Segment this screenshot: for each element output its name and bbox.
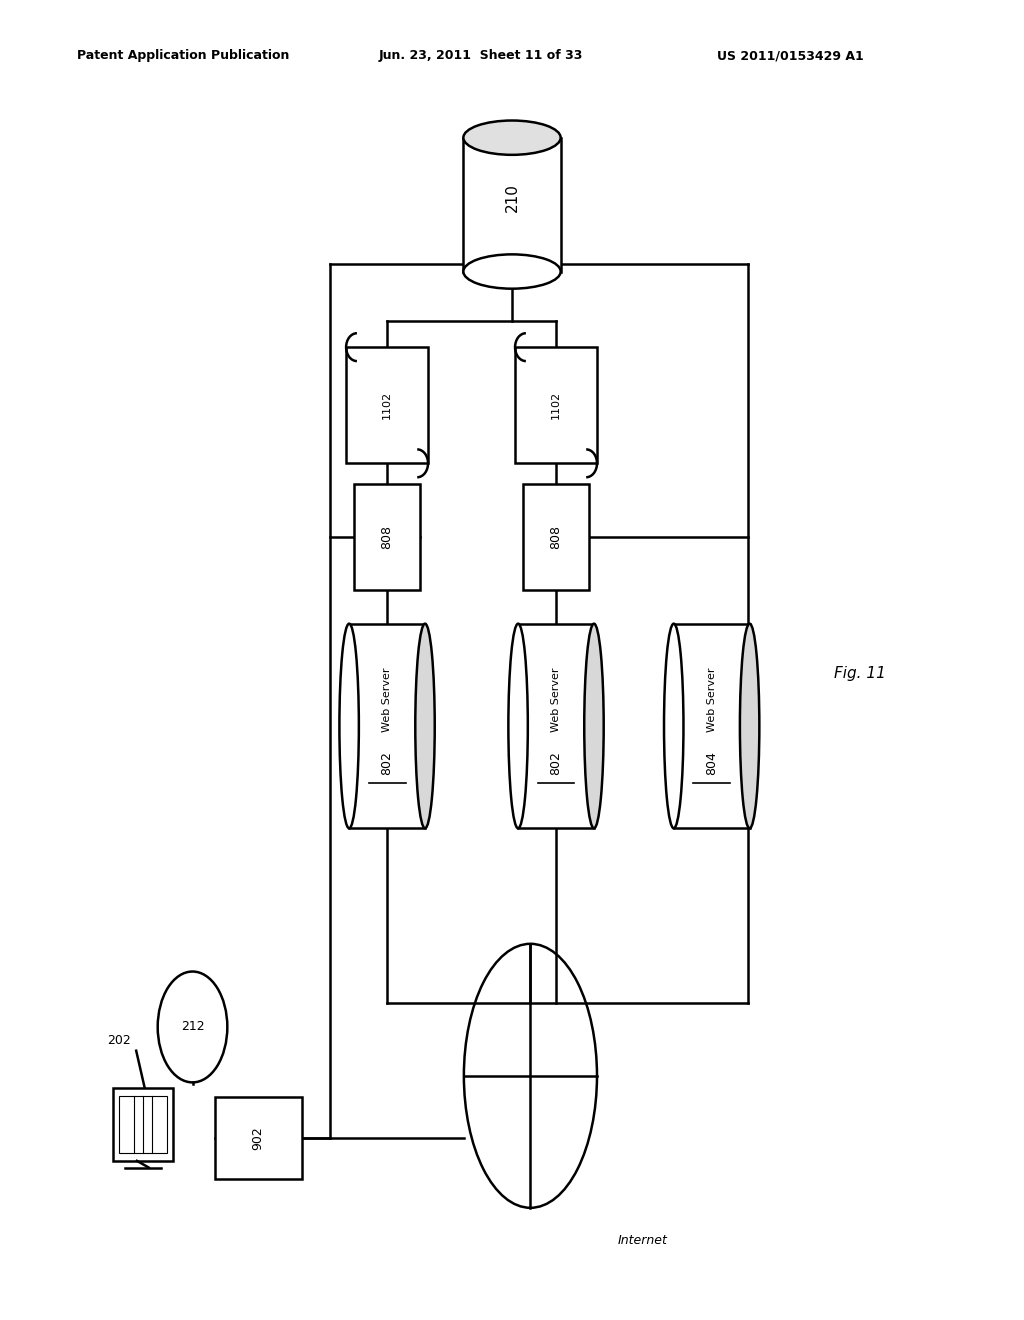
Bar <box>674 624 750 829</box>
Text: 210: 210 <box>505 183 519 213</box>
Bar <box>354 484 421 590</box>
Ellipse shape <box>585 624 604 829</box>
Text: Jun. 23, 2011  Sheet 11 of 33: Jun. 23, 2011 Sheet 11 of 33 <box>379 49 584 62</box>
Bar <box>463 137 561 272</box>
Text: 212: 212 <box>180 1020 205 1034</box>
Text: 802: 802 <box>550 751 562 775</box>
Text: Web Server: Web Server <box>382 667 392 731</box>
Bar <box>119 1096 167 1154</box>
Text: 1102: 1102 <box>382 391 392 420</box>
Text: Internet: Internet <box>617 1234 668 1247</box>
Text: Web Server: Web Server <box>707 667 717 731</box>
Ellipse shape <box>339 624 358 829</box>
Ellipse shape <box>664 624 683 829</box>
Ellipse shape <box>463 120 561 154</box>
Bar <box>215 1097 301 1179</box>
Bar <box>523 484 590 590</box>
Bar <box>113 1088 172 1160</box>
Text: Fig. 11: Fig. 11 <box>835 665 886 681</box>
Text: 804: 804 <box>706 751 718 775</box>
Bar <box>515 347 597 463</box>
Ellipse shape <box>508 624 527 829</box>
Bar <box>349 624 425 829</box>
Text: Patent Application Publication: Patent Application Publication <box>77 49 289 62</box>
Text: 902: 902 <box>252 1126 264 1150</box>
Text: 808: 808 <box>550 525 562 549</box>
Text: 802: 802 <box>381 751 393 775</box>
Ellipse shape <box>416 624 435 829</box>
Bar <box>518 624 594 829</box>
Text: US 2011/0153429 A1: US 2011/0153429 A1 <box>717 49 863 62</box>
Text: 202: 202 <box>108 1034 131 1047</box>
Ellipse shape <box>740 624 760 829</box>
Text: 808: 808 <box>381 525 393 549</box>
Text: Web Server: Web Server <box>551 667 561 731</box>
Text: 1102: 1102 <box>551 391 561 420</box>
Bar <box>346 347 428 463</box>
Ellipse shape <box>463 255 561 289</box>
